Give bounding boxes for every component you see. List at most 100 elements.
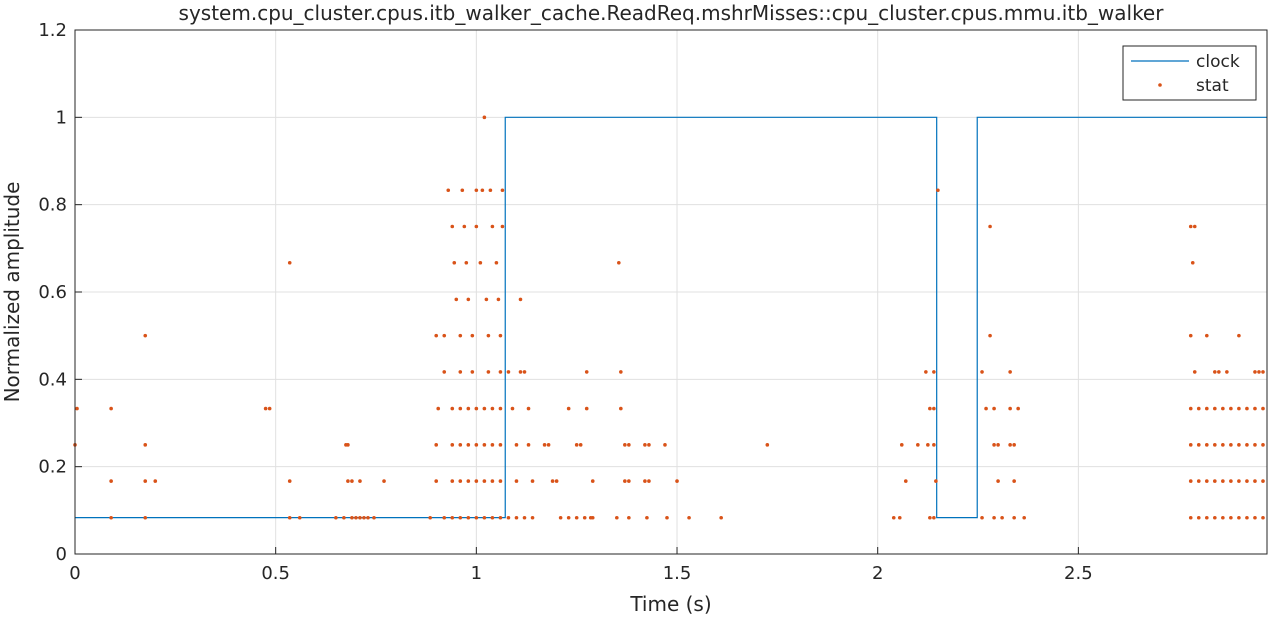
stat-point bbox=[462, 224, 467, 229]
stat-point bbox=[1205, 333, 1209, 338]
stat-point bbox=[482, 406, 487, 411]
stat-point bbox=[496, 297, 501, 302]
stat-point bbox=[490, 443, 495, 447]
stat-point bbox=[428, 515, 432, 520]
stat-point bbox=[897, 515, 902, 520]
stat-point bbox=[358, 515, 362, 520]
stat-point bbox=[1188, 333, 1193, 338]
stat-point bbox=[996, 443, 1000, 447]
stat-point bbox=[719, 515, 723, 520]
stat-point bbox=[334, 515, 338, 520]
stat-point bbox=[1012, 515, 1016, 520]
stat-point bbox=[1192, 224, 1197, 229]
stat-point bbox=[996, 479, 1000, 483]
stat-point bbox=[566, 406, 571, 411]
stat-point bbox=[522, 515, 527, 520]
stat-point bbox=[514, 515, 519, 520]
stat-point bbox=[899, 443, 904, 447]
stat-point bbox=[675, 479, 679, 483]
stat-point bbox=[470, 370, 475, 374]
stat-point bbox=[980, 370, 984, 374]
stat-point bbox=[346, 479, 350, 483]
stat-point bbox=[450, 479, 455, 483]
stat-point bbox=[1229, 443, 1233, 447]
stat-point bbox=[1205, 479, 1209, 483]
ticks: 0 0.5 1 1.5 2 2.5 0 0.2 0.4 0.6 0.8 1 1.2 bbox=[38, 20, 1092, 584]
stat-point bbox=[466, 479, 471, 483]
stat-point bbox=[498, 479, 503, 483]
stat-point bbox=[466, 443, 471, 447]
stat-point bbox=[530, 479, 535, 483]
stat-point bbox=[442, 515, 447, 520]
stat-point bbox=[1253, 443, 1257, 447]
stat-point bbox=[1257, 370, 1261, 374]
stat-point bbox=[514, 479, 519, 483]
stat-point bbox=[263, 406, 268, 411]
stat-point bbox=[109, 515, 113, 520]
stat-point bbox=[297, 515, 302, 520]
stat-point bbox=[1008, 443, 1012, 447]
stat-point bbox=[1229, 479, 1233, 483]
stat-point bbox=[1196, 406, 1201, 411]
clock-line bbox=[75, 116, 1267, 519]
stat-point bbox=[1012, 443, 1016, 447]
stat-point bbox=[143, 333, 148, 338]
stat-point bbox=[665, 515, 669, 520]
y-tick-label: 0.2 bbox=[38, 457, 67, 478]
stat-point bbox=[1237, 406, 1241, 411]
stat-point bbox=[988, 224, 992, 229]
stat-point bbox=[928, 406, 932, 411]
stat-point bbox=[434, 443, 439, 447]
stat-point bbox=[1245, 406, 1249, 411]
stat-point bbox=[928, 515, 932, 520]
stat-point bbox=[482, 115, 487, 120]
stat-point bbox=[500, 224, 505, 229]
stat-point bbox=[450, 406, 455, 411]
stat-point bbox=[434, 333, 439, 338]
stat-point bbox=[514, 443, 519, 447]
stat-point bbox=[627, 479, 631, 483]
stat-point bbox=[891, 515, 896, 520]
stat-point bbox=[498, 515, 503, 520]
stat-point bbox=[627, 443, 631, 447]
stat-point bbox=[574, 515, 579, 520]
stat-point bbox=[498, 370, 503, 374]
stat-point bbox=[619, 370, 623, 374]
stat-point bbox=[932, 443, 936, 447]
stat-point bbox=[1188, 406, 1193, 411]
stat-point bbox=[924, 370, 928, 374]
stat-point bbox=[1225, 370, 1229, 374]
stat-point bbox=[522, 370, 527, 374]
stat-point bbox=[470, 333, 475, 338]
stat-point bbox=[466, 406, 471, 411]
stat-point bbox=[590, 479, 595, 483]
stat-point bbox=[1012, 479, 1016, 483]
y-tick-label: 0.6 bbox=[38, 282, 67, 303]
stat-point bbox=[1008, 370, 1012, 374]
x-tick-label: 2 bbox=[872, 563, 883, 584]
stat-point bbox=[366, 515, 370, 520]
stat-point bbox=[627, 515, 631, 520]
stat-point bbox=[554, 479, 559, 483]
stat-point bbox=[1000, 515, 1004, 520]
chart-title: system.cpu_cluster.cpus.itb_walker_cache… bbox=[179, 1, 1165, 25]
stat-point bbox=[1022, 515, 1026, 520]
stat-point bbox=[480, 188, 485, 193]
stat-point bbox=[643, 443, 647, 447]
stat-point bbox=[765, 443, 770, 447]
stat-point bbox=[486, 370, 491, 374]
y-axis-label: Normalized amplitude bbox=[0, 182, 24, 403]
stat-point bbox=[458, 479, 463, 483]
stat-point bbox=[143, 443, 148, 447]
stat-point bbox=[546, 443, 551, 447]
stat-point bbox=[474, 443, 479, 447]
stat-point bbox=[1016, 406, 1020, 411]
stat-point bbox=[490, 406, 495, 411]
stat-point bbox=[466, 297, 471, 302]
stat-point bbox=[478, 260, 483, 265]
stat-point bbox=[687, 515, 691, 520]
stat-point bbox=[482, 479, 487, 483]
stat-point bbox=[1205, 515, 1209, 520]
series-layer bbox=[73, 115, 1267, 520]
stat-point bbox=[474, 224, 479, 229]
